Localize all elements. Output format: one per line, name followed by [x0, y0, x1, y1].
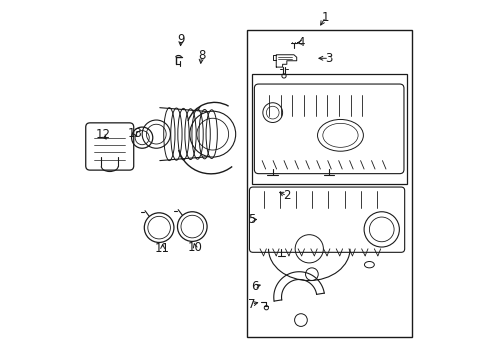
Text: 3: 3 — [325, 52, 332, 65]
Text: 4: 4 — [297, 36, 304, 49]
Bar — [247, 30, 411, 337]
Text: 9: 9 — [177, 33, 184, 46]
Text: 2: 2 — [283, 189, 290, 202]
Text: 11: 11 — [155, 242, 170, 255]
Text: 13: 13 — [127, 127, 142, 140]
Text: 12: 12 — [95, 129, 110, 141]
Text: 7: 7 — [247, 298, 255, 311]
Text: 8: 8 — [197, 49, 205, 62]
Bar — [251, 74, 406, 184]
Text: 1: 1 — [321, 10, 329, 23]
Text: 6: 6 — [251, 280, 258, 293]
Text: 5: 5 — [248, 213, 255, 226]
Text: 10: 10 — [187, 240, 202, 253]
